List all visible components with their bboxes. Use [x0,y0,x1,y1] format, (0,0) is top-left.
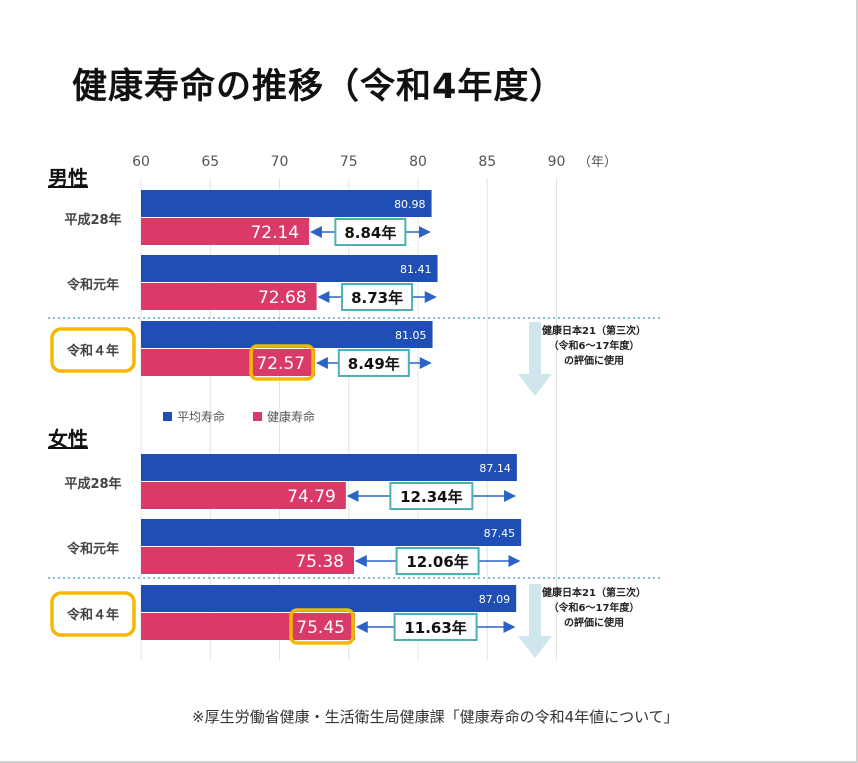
highlight-value-box [289,608,355,645]
healthy-life-value: 72.68 [258,288,307,308]
life-expectancy-bar [141,585,517,612]
down-arrow-icon [518,584,552,658]
healthy-life-bar [141,613,355,640]
life-expectancy-bar [141,519,522,546]
row-label: 令和４年 [67,343,119,359]
highlight-box [50,591,136,637]
gap-value: 12.06年 [406,553,468,571]
evaluation-note: の評価に使用 [564,616,624,629]
evaluation-note: （令和6～17年度） [549,339,640,352]
x-tick-label: 85 [478,154,496,170]
healthy-life-bar [141,482,346,509]
life-expectancy-bar [141,255,438,282]
highlight-box [50,327,136,373]
legend-swatch [163,412,172,421]
x-tick-label: 75 [340,154,358,170]
healthy-life-value: 75.45 [296,618,345,638]
x-axis-unit: （年） [578,155,617,170]
legend-swatch [253,412,262,421]
gap-value: 8.49年 [348,355,400,373]
healthy-life-value: 75.38 [295,552,344,572]
gap-value: 8.73年 [351,289,403,307]
healthy-life-value: 74.79 [287,487,336,507]
evaluation-note: 健康日本21（第三次） [542,324,646,337]
healthy-life-bar [141,283,317,310]
page-title: 健康寿命の推移（令和4年度） [72,67,566,107]
row-label: 令和４年 [67,607,119,623]
life-expectancy-bar [141,321,433,348]
frame-bottom [0,761,858,763]
source-citation: ※厚生労働省健康・生活衛生局健康課「健康寿命の令和4年値について」 [192,708,679,726]
life-expectancy-value: 87.45 [484,527,516,540]
evaluation-note: 健康日本21（第三次） [542,586,646,599]
row-label: 令和元年 [67,277,119,293]
life-expectancy-bar [141,190,432,217]
evaluation-note: （令和6～17年度） [549,601,640,614]
life-expectancy-value: 81.05 [395,329,427,342]
life-expectancy-value: 81.41 [400,263,432,276]
healthy-life-value: 72.57 [256,354,305,374]
life-expectancy-bar [141,454,517,481]
healthy-life-bar [141,218,310,245]
legend-label: 健康寿命 [267,409,315,424]
gap-box [393,613,478,641]
life-expectancy-value: 80.98 [394,198,426,211]
healthy-life-bar [141,349,316,376]
gap-box [334,218,407,246]
x-tick-label: 65 [201,154,219,170]
life-expectancy-value: 87.14 [479,462,511,475]
row-label: 平成28年 [64,212,121,228]
x-tick-label: 60 [132,154,150,170]
x-tick-label: 80 [409,154,427,170]
section-label: 男性 [48,166,88,190]
x-tick-label: 70 [271,154,289,170]
x-tick-label: 90 [548,154,566,170]
legend-label: 平均寿命 [177,409,225,424]
life-expectancy-value: 87.09 [479,593,511,606]
gap-value: 12.34年 [400,488,462,506]
healthy-life-bar [141,547,355,574]
frame-edge [856,0,858,763]
gap-value: 8.84年 [344,224,396,242]
gap-value: 11.63年 [404,619,466,637]
gap-box [389,482,474,510]
evaluation-note: の評価に使用 [564,354,624,367]
highlight-value-box [249,344,315,381]
row-label: 令和元年 [67,541,119,557]
down-arrow-icon [518,322,552,396]
row-label: 平成28年 [64,476,121,492]
gap-box [337,349,410,377]
section-label: 女性 [48,427,88,451]
gap-box [341,283,414,311]
healthy-life-value: 72.14 [250,223,299,243]
gap-box [395,547,480,575]
